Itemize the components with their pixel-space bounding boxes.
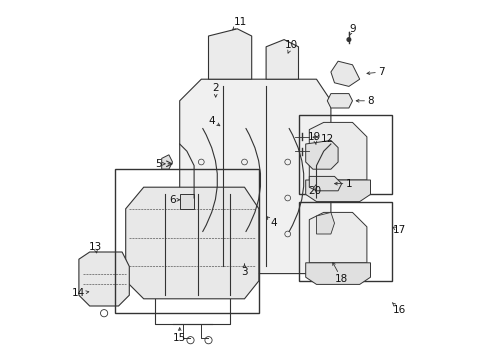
Text: 4: 4 bbox=[208, 116, 220, 126]
Polygon shape bbox=[309, 122, 366, 180]
Text: 7: 7 bbox=[366, 67, 384, 77]
Polygon shape bbox=[326, 94, 352, 108]
Text: 18: 18 bbox=[332, 262, 347, 284]
Text: 8: 8 bbox=[355, 96, 373, 106]
Text: 1: 1 bbox=[334, 179, 351, 189]
Polygon shape bbox=[309, 176, 341, 191]
Text: 19: 19 bbox=[307, 132, 321, 145]
Text: 14: 14 bbox=[72, 288, 89, 298]
Polygon shape bbox=[330, 61, 359, 86]
Text: 11: 11 bbox=[232, 17, 247, 30]
Polygon shape bbox=[162, 155, 172, 169]
Text: 9: 9 bbox=[348, 24, 355, 35]
Polygon shape bbox=[316, 212, 334, 234]
Text: 2: 2 bbox=[212, 83, 219, 97]
Text: 12: 12 bbox=[312, 134, 333, 144]
Text: 5: 5 bbox=[155, 159, 165, 169]
Text: 13: 13 bbox=[88, 242, 102, 253]
Polygon shape bbox=[179, 194, 194, 209]
Polygon shape bbox=[79, 252, 129, 306]
Polygon shape bbox=[208, 29, 251, 79]
Text: 17: 17 bbox=[392, 225, 405, 235]
Polygon shape bbox=[305, 263, 370, 284]
Text: 4: 4 bbox=[266, 217, 276, 228]
Polygon shape bbox=[265, 40, 298, 79]
Polygon shape bbox=[179, 79, 330, 274]
Text: 10: 10 bbox=[284, 40, 297, 53]
Circle shape bbox=[346, 38, 350, 41]
Text: 20: 20 bbox=[307, 185, 321, 196]
Text: 3: 3 bbox=[241, 264, 247, 277]
Text: 6: 6 bbox=[169, 195, 179, 205]
Text: 16: 16 bbox=[391, 303, 405, 315]
Text: 15: 15 bbox=[173, 328, 186, 343]
Polygon shape bbox=[125, 187, 258, 299]
Polygon shape bbox=[305, 140, 337, 169]
Polygon shape bbox=[305, 180, 370, 202]
Polygon shape bbox=[309, 212, 366, 263]
